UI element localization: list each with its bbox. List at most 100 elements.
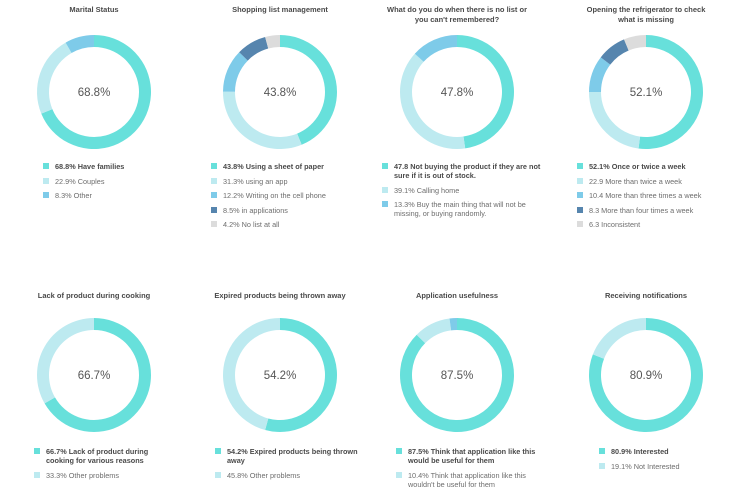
donut-slice (223, 52, 248, 92)
donut-slice (592, 318, 646, 359)
chart-title: Shopping list management (232, 5, 328, 14)
legend-swatch (211, 192, 217, 198)
center-value-label: 87.5% (441, 370, 474, 382)
legend-swatch (577, 177, 583, 184)
center-value-label: 80.9% (630, 370, 663, 382)
donut-slice (280, 35, 337, 145)
legend-item: 68.8% Have families (43, 162, 178, 171)
chart-legend: 52.1% Once or twice a week 22.9 More than… (577, 162, 727, 235)
legend-swatch (215, 448, 221, 454)
donut-chart: 54.2% (222, 318, 338, 432)
donut-slice (624, 35, 646, 51)
donut-slice (36, 318, 94, 404)
legend-swatch (34, 448, 40, 454)
donut-slice (265, 318, 338, 432)
legend-item: 31.3% using an app (211, 177, 351, 186)
legend-swatch (211, 163, 217, 169)
donut-chart: 52.1% (589, 35, 703, 149)
donut-chart: 47.8% (400, 35, 514, 149)
legend-swatch (215, 471, 221, 478)
legend-label: 10.4% Think that application like this w… (408, 470, 526, 489)
legend-label: 31.3% using an app (223, 176, 288, 186)
legend-item: 6.3 Inconsistent (577, 220, 727, 229)
donut-chart: 66.7% (36, 318, 151, 432)
chart-legend: 54.2% Expired products being thrown away… (215, 447, 360, 485)
donut-slice (400, 53, 466, 149)
donut-slice (638, 35, 703, 149)
legend-swatch (43, 163, 49, 169)
legend-item: 13.3% Buy the main thing that will not b… (382, 200, 542, 218)
legend-label: 6.3 Inconsistent (589, 220, 641, 229)
legend-item: 52.1% Once or twice a week (577, 162, 727, 171)
legend-label: 68.8% Have families (55, 162, 125, 171)
legend-swatch (396, 471, 402, 478)
donut-chart: 80.9% (589, 318, 703, 432)
legend-label: 87.5% Think that application like this w… (408, 447, 536, 465)
legend-label: 47.8 Not buying the product if they are … (394, 162, 541, 180)
legend-item: 8.5% in applications (211, 206, 351, 215)
donut-chart: 68.8% (36, 35, 151, 149)
chart-title: Receiving notifications (604, 291, 688, 300)
donut-slice (457, 35, 514, 149)
donut-slice (414, 35, 457, 62)
chart-legend: 87.5% Think that application like this w… (396, 447, 536, 494)
legend-item: 22.9% Couples (43, 177, 178, 186)
legend-item: 66.7% Lack of product during cooking for… (34, 447, 169, 465)
legend-label: 12.2% Writing on the cell phone (223, 191, 326, 200)
donut-slice (65, 35, 94, 53)
legend-label: 66.7% Lack of product during cooking for… (46, 447, 149, 465)
chart-title: Opening the refrigerator to check what i… (586, 5, 706, 24)
chart-legend: 47.8 Not buying the product if they are … (382, 162, 542, 224)
legend-item: 39.1% Calling home (382, 186, 542, 195)
legend-item: 54.2% Expired products being thrown away (215, 447, 360, 465)
legend-label: 8.5% in applications (223, 205, 288, 215)
legend-swatch (599, 462, 605, 469)
legend-swatch (577, 192, 583, 198)
legend-swatch (382, 163, 388, 169)
legend-swatch (43, 192, 49, 198)
donut-slice (600, 39, 629, 65)
donut-slice (416, 318, 452, 344)
donut-chart: 87.5% (400, 318, 514, 432)
legend-swatch (34, 471, 40, 478)
center-value-label: 68.8% (78, 87, 111, 99)
chart-title: Expired products being thrown away (214, 291, 346, 300)
legend-item: 43.8% Using a sheet of paper (211, 162, 351, 171)
legend-label: 54.2% Expired products being thrown away (227, 447, 358, 465)
legend-label: 22.9% Couples (55, 176, 105, 186)
chart-legend: 68.8% Have families 22.9% Couples 8.3% Oth… (43, 162, 178, 206)
legend-swatch (599, 448, 605, 454)
legend-label: 80.9% Interested (611, 447, 669, 456)
chart-title: What do you do when there is no list or … (387, 5, 528, 24)
legend-label: 43.8% Using a sheet of paper (223, 162, 324, 171)
legend-label: 39.1% Calling home (394, 185, 460, 195)
legend-swatch (211, 221, 217, 227)
legend-item: 4.2% No list at all (211, 220, 351, 229)
legend-label: 52.1% Once or twice a week (589, 162, 686, 171)
legend-item: 8.3 More than four times a week (577, 206, 727, 215)
legend-item: 12.2% Writing on the cell phone (211, 191, 351, 200)
legend-swatch (211, 206, 217, 213)
legend-item: 22.9 More than twice a week (577, 177, 727, 186)
donut-slice (36, 42, 72, 114)
legend-item: 45.8% Other problems (215, 471, 360, 480)
legend-swatch (382, 186, 388, 193)
donut-slice (589, 57, 611, 92)
legend-label: 22.9 More than twice a week (589, 176, 682, 186)
legend-swatch (577, 221, 583, 227)
legend-label: 13.3% Buy the main thing that will not b… (394, 200, 526, 218)
legend-swatch (396, 448, 402, 454)
chart-title: Lack of product during cooking (37, 291, 151, 300)
donut-chart: 43.8% (222, 35, 337, 149)
legend-swatch (577, 206, 583, 213)
legend-item: 8.3% Other (43, 191, 178, 200)
chart-legend: 80.9% Interested 19.1% Not Interested (599, 447, 719, 476)
legend-label: 19.1% Not Interested (611, 461, 680, 471)
legend-item: 47.8 Not buying the product if they are … (382, 162, 542, 180)
donut-slice (222, 318, 280, 431)
chart-legend: 66.7% Lack of product during cooking for… (34, 447, 169, 485)
legend-label: 33.3% Other problems (46, 470, 120, 480)
legend-label: 8.3% Other (55, 191, 92, 200)
legend-item: 80.9% Interested (599, 447, 719, 456)
donut-slice (222, 91, 302, 149)
